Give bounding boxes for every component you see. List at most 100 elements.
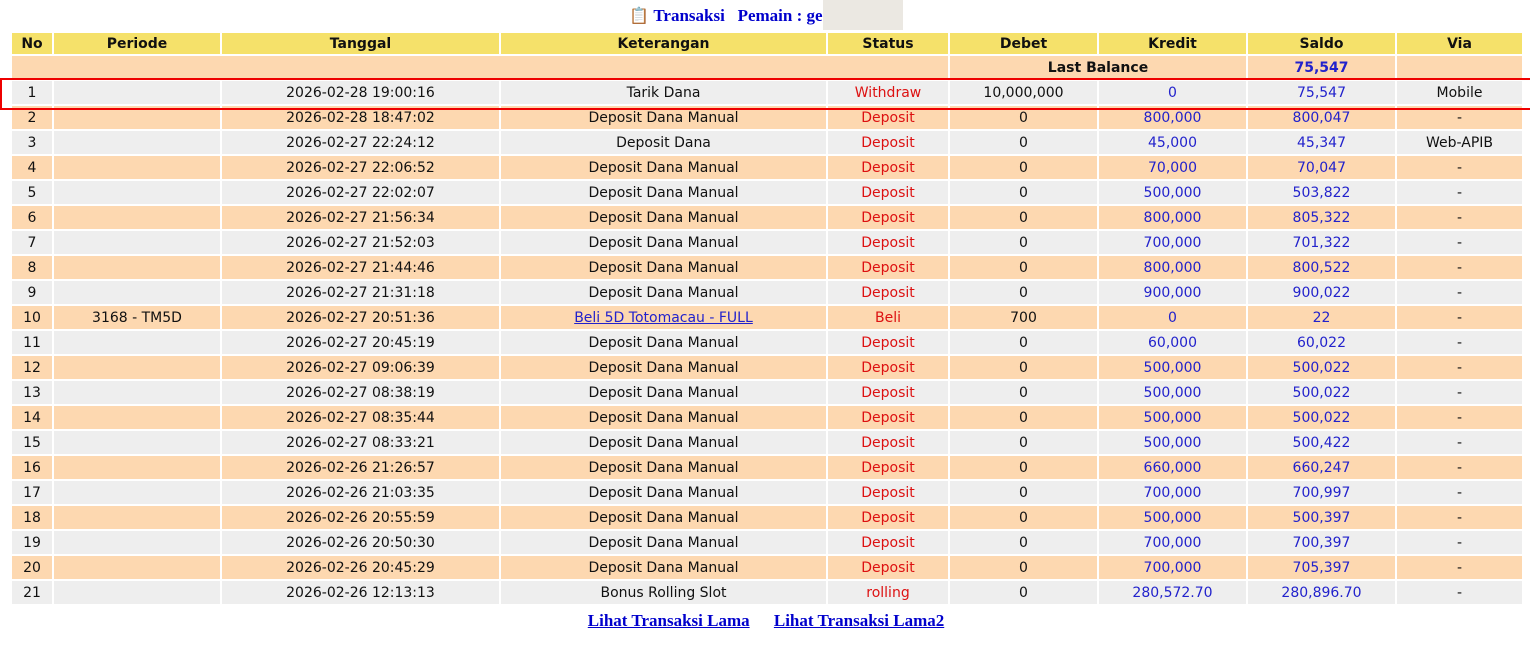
cell-saldo: 503,822 bbox=[1248, 181, 1395, 204]
cell-status: Deposit bbox=[828, 506, 948, 529]
cell-via: - bbox=[1397, 106, 1522, 129]
cell-periode bbox=[54, 181, 220, 204]
cell-tanggal: 2026-02-26 20:55:59 bbox=[222, 506, 499, 529]
cell-saldo: 22 bbox=[1248, 306, 1395, 329]
cell-kredit: 45,000 bbox=[1099, 131, 1246, 154]
cell-kredit: 800,000 bbox=[1099, 206, 1246, 229]
table-header: No Periode Tanggal Keterangan Status Deb… bbox=[12, 33, 1522, 54]
cell-saldo: 900,022 bbox=[1248, 281, 1395, 304]
cell-periode bbox=[54, 456, 220, 479]
cell-via: - bbox=[1397, 506, 1522, 529]
cell-kredit: 660,000 bbox=[1099, 456, 1246, 479]
table-row: 2 2026-02-28 18:47:02 Deposit Dana Manual D… bbox=[12, 106, 1522, 129]
col-saldo: Saldo bbox=[1248, 33, 1395, 54]
cell-tanggal: 2026-02-27 08:38:19 bbox=[222, 381, 499, 404]
cell-no: 4 bbox=[12, 156, 52, 179]
cell-no: 18 bbox=[12, 506, 52, 529]
cell-periode bbox=[54, 281, 220, 304]
cell-kredit: 500,000 bbox=[1099, 181, 1246, 204]
cell-tanggal: 2026-02-27 21:56:34 bbox=[222, 206, 499, 229]
cell-no: 11 bbox=[12, 331, 52, 354]
cell-debet: 0 bbox=[950, 156, 1097, 179]
col-via: Via bbox=[1397, 33, 1522, 54]
cell-kredit: 500,000 bbox=[1099, 406, 1246, 429]
cell-via: - bbox=[1397, 331, 1522, 354]
cell-kredit: 700,000 bbox=[1099, 481, 1246, 504]
cell-no: 16 bbox=[12, 456, 52, 479]
cell-periode bbox=[54, 581, 220, 604]
table-row: 3 2026-02-27 22:24:12 Deposit Dana Deposit 0… bbox=[12, 131, 1522, 154]
cell-periode bbox=[54, 231, 220, 254]
cell-debet: 0 bbox=[950, 331, 1097, 354]
table-row: 7 2026-02-27 21:52:03 Deposit Dana Manual D… bbox=[12, 231, 1522, 254]
cell-periode bbox=[54, 506, 220, 529]
cell-no: 6 bbox=[12, 206, 52, 229]
table-row: 19 2026-02-26 20:50:30 Deposit Dana Manual… bbox=[12, 531, 1522, 554]
cell-kredit: 800,000 bbox=[1099, 256, 1246, 279]
cell-no: 5 bbox=[12, 181, 52, 204]
footer-links: Lihat Transaksi Lama Lihat Transaksi Lam… bbox=[0, 611, 1532, 631]
cell-saldo: 500,022 bbox=[1248, 381, 1395, 404]
cell-status: Deposit bbox=[828, 531, 948, 554]
table-row: 17 2026-02-26 21:03:35 Deposit Dana Manual… bbox=[12, 481, 1522, 504]
cell-debet: 0 bbox=[950, 256, 1097, 279]
cell-no: 12 bbox=[12, 356, 52, 379]
cell-status: Deposit bbox=[828, 181, 948, 204]
cell-no: 10 bbox=[12, 306, 52, 329]
cell-saldo: 280,896.70 bbox=[1248, 581, 1395, 604]
title-text: Transaksi bbox=[653, 5, 725, 25]
bet-detail-link[interactable]: Beli 5D Totomacau - FULL bbox=[574, 309, 753, 326]
cell-no: 17 bbox=[12, 481, 52, 504]
last-balance-value: 75,547 bbox=[1248, 56, 1395, 79]
cell-no: 13 bbox=[12, 381, 52, 404]
cell-keterangan: Deposit Dana Manual bbox=[501, 181, 826, 204]
old-transactions-2-link[interactable]: Lihat Transaksi Lama2 bbox=[773, 611, 945, 630]
cell-no: 7 bbox=[12, 231, 52, 254]
cell-periode bbox=[54, 331, 220, 354]
table-row: 6 2026-02-27 21:56:34 Deposit Dana Manual D… bbox=[12, 206, 1522, 229]
table-row: 11 2026-02-27 20:45:19 Deposit Dana Manual… bbox=[12, 331, 1522, 354]
cell-no: 9 bbox=[12, 281, 52, 304]
cell-keterangan: Tarik Dana bbox=[501, 81, 826, 104]
cell-debet: 0 bbox=[950, 456, 1097, 479]
cell-keterangan: Deposit Dana Manual bbox=[501, 106, 826, 129]
cell-no: 20 bbox=[12, 556, 52, 579]
cell-tanggal: 2026-02-27 08:35:44 bbox=[222, 406, 499, 429]
cell-saldo: 701,322 bbox=[1248, 231, 1395, 254]
cell-debet: 0 bbox=[950, 506, 1097, 529]
cell-kredit: 700,000 bbox=[1099, 531, 1246, 554]
cell-keterangan: Deposit Dana Manual bbox=[501, 381, 826, 404]
cell-status: Deposit bbox=[828, 431, 948, 454]
cell-status: Deposit bbox=[828, 356, 948, 379]
old-transactions-link[interactable]: Lihat Transaksi Lama bbox=[587, 611, 750, 630]
cell-keterangan: Beli 5D Totomacau - FULL bbox=[501, 306, 826, 329]
cell-periode bbox=[54, 156, 220, 179]
cell-status: Deposit bbox=[828, 481, 948, 504]
cell-periode bbox=[54, 381, 220, 404]
redacted-player-name bbox=[822, 0, 903, 30]
cell-keterangan: Deposit Dana Manual bbox=[501, 331, 826, 354]
cell-status: Deposit bbox=[828, 106, 948, 129]
table-row: 4 2026-02-27 22:06:52 Deposit Dana Manual D… bbox=[12, 156, 1522, 179]
cell-kredit: 70,000 bbox=[1099, 156, 1246, 179]
cell-saldo: 70,047 bbox=[1248, 156, 1395, 179]
cell-tanggal: 2026-02-26 20:45:29 bbox=[222, 556, 499, 579]
cell-via: - bbox=[1397, 581, 1522, 604]
cell-periode: 3168 - TM5D bbox=[54, 306, 220, 329]
cell-status: Deposit bbox=[828, 231, 948, 254]
table-row: 1 2026-02-28 19:00:16 Tarik Dana Withdraw 10… bbox=[12, 81, 1522, 104]
cell-no: 19 bbox=[12, 531, 52, 554]
col-debet: Debet bbox=[950, 33, 1097, 54]
cell-keterangan: Deposit Dana Manual bbox=[501, 556, 826, 579]
cell-kredit: 800,000 bbox=[1099, 106, 1246, 129]
cell-via: - bbox=[1397, 356, 1522, 379]
cell-periode bbox=[54, 531, 220, 554]
cell-saldo: 700,397 bbox=[1248, 531, 1395, 554]
cell-status: Deposit bbox=[828, 131, 948, 154]
last-balance-row: Last Balance 75,547 bbox=[12, 56, 1522, 79]
cell-periode bbox=[54, 556, 220, 579]
cell-via: - bbox=[1397, 431, 1522, 454]
cell-debet: 0 bbox=[950, 381, 1097, 404]
cell-keterangan: Deposit Dana Manual bbox=[501, 456, 826, 479]
cell-via: - bbox=[1397, 281, 1522, 304]
